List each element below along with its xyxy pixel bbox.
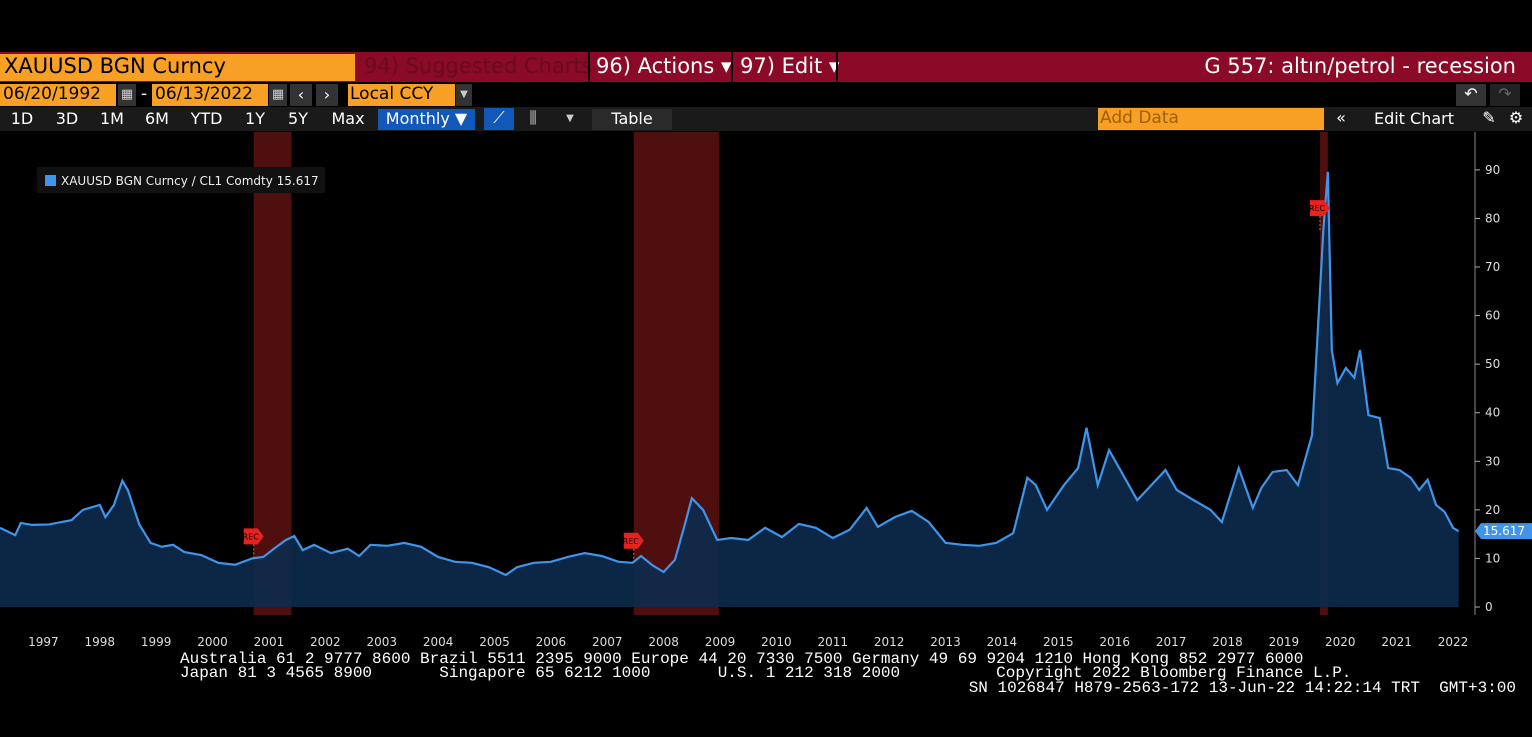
recession-marker bbox=[243, 528, 264, 545]
x-tick-label: 2015 bbox=[1043, 635, 1074, 649]
redo-button[interactable]: ↷ bbox=[1490, 84, 1520, 106]
y-tick-label: 90 bbox=[1485, 163, 1500, 177]
x-tick-label: 2000 bbox=[197, 635, 228, 649]
recession-marker bbox=[1309, 200, 1330, 217]
x-tick-label: 2010 bbox=[761, 635, 792, 649]
x-tick-label: 2012 bbox=[874, 635, 905, 649]
x-tick-label: 2002 bbox=[310, 635, 341, 649]
divider bbox=[588, 52, 590, 82]
x-tick-label: 2014 bbox=[987, 635, 1018, 649]
settings-icon[interactable]: ⚙ bbox=[1508, 108, 1524, 127]
x-tick-label: 1997 bbox=[28, 635, 59, 649]
edit-chart-button[interactable]: Edit Chart bbox=[1373, 109, 1455, 128]
range-button[interactable]: 6M bbox=[145, 109, 169, 128]
y-tick-label: 50 bbox=[1485, 357, 1500, 371]
x-tick-label: 2018 bbox=[1212, 635, 1243, 649]
collapse-button[interactable]: « bbox=[1336, 108, 1346, 127]
divider bbox=[836, 52, 838, 82]
range-button[interactable]: Max bbox=[331, 109, 365, 128]
x-tick-label: 2021 bbox=[1381, 635, 1412, 649]
frequency-button[interactable]: Monthly ▼ bbox=[378, 109, 475, 130]
y-tick-label: 10 bbox=[1485, 551, 1500, 565]
actions-menu[interactable]: 96) Actions ▾ bbox=[596, 54, 732, 78]
range-button[interactable]: 1M bbox=[100, 109, 124, 128]
y-tick-label: 60 bbox=[1485, 309, 1500, 323]
recession-label: REC bbox=[623, 537, 640, 546]
y-tick-label: 30 bbox=[1485, 454, 1500, 468]
x-tick-label: 2009 bbox=[705, 635, 736, 649]
suggested-charts[interactable]: 94) Suggested Charts bbox=[364, 54, 593, 78]
legend-value: 15.617 bbox=[277, 174, 319, 188]
add-data-field[interactable]: Add Data bbox=[1098, 108, 1324, 130]
legend-box bbox=[37, 167, 325, 193]
x-tick-label: 1998 bbox=[85, 635, 116, 649]
y-tick-label: 70 bbox=[1485, 260, 1500, 274]
x-tick-label: 2007 bbox=[592, 635, 623, 649]
line-chart-icon[interactable]: ⟋ bbox=[484, 108, 514, 130]
table-button[interactable]: Table bbox=[592, 109, 672, 130]
legend-name: XAUUSD BGN Curncy / CL1 Comdty bbox=[61, 174, 273, 188]
start-date[interactable]: 06/20/1992 bbox=[0, 84, 116, 106]
x-tick-label: 2004 bbox=[423, 635, 454, 649]
dropdown-arrow[interactable]: ▼ bbox=[456, 84, 472, 106]
recession-label: REC bbox=[1309, 204, 1326, 213]
footer-line: Australia 61 2 9777 8600 Brazil 5511 239… bbox=[180, 650, 1304, 668]
calendar-icon[interactable]: ▦ bbox=[269, 84, 287, 106]
y-tick-label: 20 bbox=[1485, 503, 1500, 517]
range-button[interactable]: 1D bbox=[10, 109, 34, 128]
x-tick-label: 2017 bbox=[1156, 635, 1187, 649]
line bbox=[0, 171, 1460, 577]
calendar-icon[interactable]: ▦ bbox=[118, 84, 136, 106]
footer-line: Japan 81 3 4565 8900 Singapore 65 6212 1… bbox=[180, 664, 1352, 682]
x-tick-label: 2001 bbox=[254, 635, 285, 649]
edit-menu[interactable]: 97) Edit ▾ bbox=[740, 54, 840, 78]
range-button[interactable]: 3D bbox=[55, 109, 79, 128]
dropdown-arrow[interactable]: ▼ bbox=[566, 113, 574, 124]
recession-label: REC bbox=[243, 532, 260, 541]
recession-marker bbox=[623, 532, 644, 549]
legend-swatch bbox=[45, 175, 56, 186]
candle-icon[interactable]: ⫼ bbox=[529, 108, 537, 127]
y-tick-label: 40 bbox=[1485, 406, 1500, 420]
x-tick-label: 2008 bbox=[648, 635, 679, 649]
x-tick-label: 2020 bbox=[1325, 635, 1356, 649]
y-tick-label: 0 bbox=[1485, 600, 1493, 614]
y-tick-label: 80 bbox=[1485, 211, 1500, 225]
next-button[interactable]: › bbox=[316, 84, 338, 106]
security-field[interactable]: XAUUSD BGN Curncy bbox=[0, 54, 355, 81]
last-value-tag bbox=[1475, 523, 1532, 540]
divider bbox=[731, 52, 733, 82]
prev-button[interactable]: ‹ bbox=[290, 84, 312, 106]
undo-button[interactable]: ↶ bbox=[1456, 84, 1486, 106]
x-axis-band bbox=[0, 616, 1475, 650]
x-tick-label: 2019 bbox=[1269, 635, 1300, 649]
x-tick-label: 2006 bbox=[536, 635, 567, 649]
chart: REC REC REC 0 10 20 30 40 50 60 70 80 90 15.617 1997 19… bbox=[0, 132, 1532, 650]
legend-text: XAUUSD BGN Curncy / CL1 Comdty 15.617 bbox=[61, 174, 319, 188]
x-tick-label: 2005 bbox=[479, 635, 510, 649]
date-separator: - bbox=[141, 84, 148, 104]
range-button[interactable]: 5Y bbox=[288, 109, 308, 128]
edit-icon[interactable]: ✎ bbox=[1482, 108, 1496, 127]
range-button[interactable]: YTD bbox=[190, 109, 223, 128]
x-tick-label: 2022 bbox=[1438, 635, 1469, 649]
currency-field[interactable]: Local CCY bbox=[348, 84, 455, 106]
x-tick-label: 2016 bbox=[1099, 635, 1130, 649]
end-date[interactable]: 06/13/2022 bbox=[152, 84, 268, 106]
x-tick-label: 2011 bbox=[818, 635, 849, 649]
x-tick-label: 2013 bbox=[930, 635, 961, 649]
legend: XAUUSD BGN Curncy / CL1 Comdty 15.617 bbox=[37, 167, 325, 193]
footer-line: SN 1026847 H879-2563-172 13-Jun-22 14:22… bbox=[968, 679, 1516, 697]
area bbox=[0, 171, 1459, 607]
chart-name: G 557: altın/petrol - recession bbox=[1204, 54, 1516, 78]
range-button[interactable]: 1Y bbox=[245, 109, 265, 128]
x-tick-label: 1999 bbox=[141, 635, 172, 649]
x-tick-label: 2003 bbox=[366, 635, 397, 649]
last-value-label: 15.617 bbox=[1483, 524, 1525, 538]
